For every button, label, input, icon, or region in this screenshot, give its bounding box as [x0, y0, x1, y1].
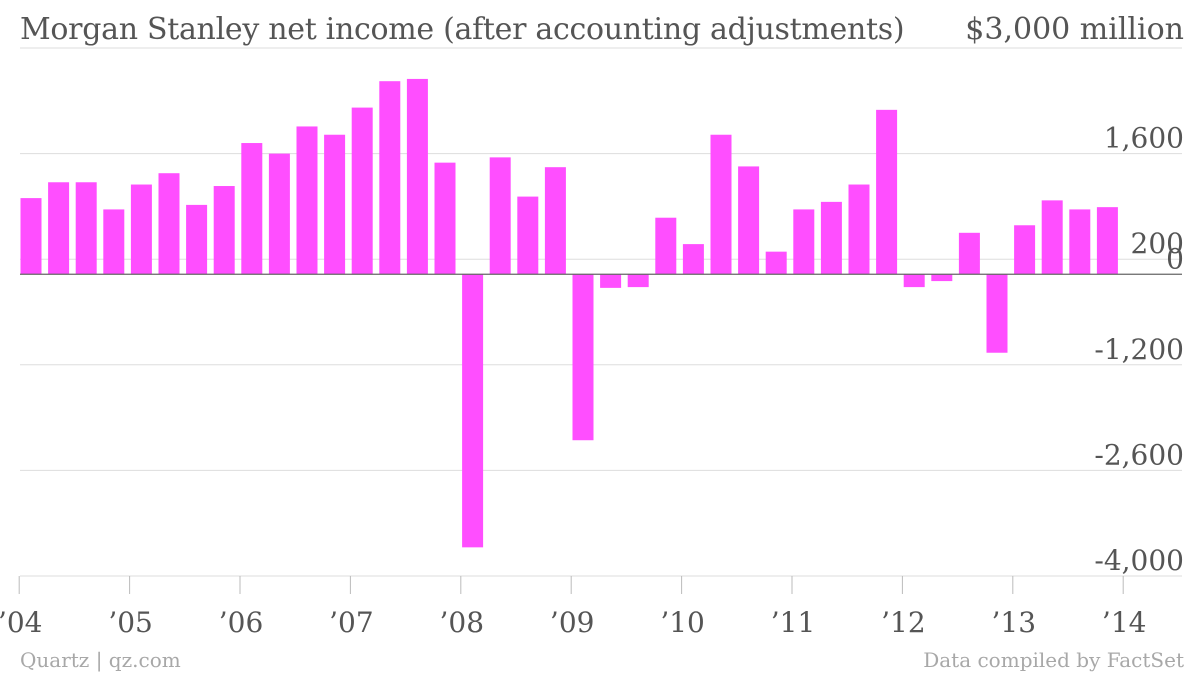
x-tick-label: ’08: [440, 606, 485, 639]
x-tick-label: ’13: [992, 606, 1037, 639]
bar: Q2 2007: [379, 81, 401, 275]
y-tick-label: -1,200: [1094, 333, 1184, 366]
bar: Q4 2011: [876, 109, 898, 275]
bars: Q1 2004 Q2 2004Q3 2004 Q4 2004Q1 2005 Q2 20…: [20, 78, 1118, 548]
bar: Q2 2010: [710, 134, 732, 275]
footer-credit: Quartz | qz.com: [20, 648, 181, 672]
bar: Q1 2005: [130, 184, 152, 275]
bar: Q1 2009: [572, 274, 594, 441]
bar: Q2 2012: [931, 274, 953, 282]
gridlines: [20, 47, 1182, 577]
bar: Q2 2008: [489, 157, 511, 275]
x-tick-label: ’09: [550, 606, 595, 639]
y-tick-label: 0: [1166, 242, 1184, 275]
bar: Q3 2007: [406, 78, 428, 275]
y-tick-label: 200: [1131, 227, 1184, 260]
y-tick-label: -4,000: [1094, 544, 1184, 577]
bar: Q3 2010: [738, 166, 760, 275]
bar: Q3 2009: [627, 274, 649, 288]
x-tick-label: ’04: [0, 606, 42, 639]
bar: Q4 2012: [986, 274, 1008, 353]
bar: Q2 2005: [158, 173, 180, 275]
x-tick-label: ’07: [329, 606, 374, 639]
bar: Q4 2009: [655, 217, 677, 275]
bar: Q3 2006: [296, 126, 318, 275]
bar: Q1 2011: [793, 209, 815, 275]
bar: Q4 2004: [103, 209, 125, 275]
bar: Q2 2006: [268, 153, 290, 275]
bar: Q3 2012: [958, 232, 980, 275]
bar: Q3 2008: [517, 196, 539, 275]
x-tick-label: ’06: [219, 606, 264, 639]
bar: Q4 2008: [544, 167, 566, 275]
bar: Q3 2011: [848, 184, 870, 275]
x-tick-label: ’05: [108, 606, 153, 639]
footer-source: Data compiled by FactSet: [923, 648, 1184, 672]
bar: Q4 2010: [765, 251, 787, 275]
bar: Q1 2008: [462, 274, 484, 548]
chart-title: Morgan Stanley net income (after account…: [20, 12, 905, 47]
bar: Q2 2004: [48, 182, 70, 275]
axes: [18, 273, 1182, 594]
bar: Q2 2011: [820, 201, 842, 275]
bar: Q2 2013: [1041, 200, 1063, 275]
bar: Q3 2013: [1069, 209, 1091, 275]
y-tick-label: -2,600: [1094, 438, 1184, 471]
bar: Q1 2006: [241, 143, 263, 275]
bar: Q1 2013: [1014, 225, 1036, 275]
unit-label: $3,000 million: [965, 12, 1184, 47]
bar: Q2 2009: [600, 274, 622, 288]
bar: Q4 2006: [324, 134, 346, 275]
bar: Q1 2004: [20, 198, 42, 275]
bar: Q4 2005: [213, 186, 235, 275]
bar: Q3 2004: [75, 182, 97, 275]
x-tick-label: ’12: [881, 606, 926, 639]
bar: Q1 2012: [903, 274, 925, 288]
bar: Q1 2007: [351, 107, 373, 275]
bar: Q1 2010: [682, 244, 704, 275]
x-tick-label: ’14: [1102, 606, 1147, 639]
bar: Q3 2005: [186, 204, 208, 275]
bar: Q4 2007: [434, 162, 456, 275]
x-tick-label: ’10: [660, 606, 705, 639]
y-tick-label: 1,600: [1104, 122, 1184, 155]
bar: Q4 2013: [1096, 207, 1118, 275]
x-tick-label: ’11: [771, 606, 816, 639]
